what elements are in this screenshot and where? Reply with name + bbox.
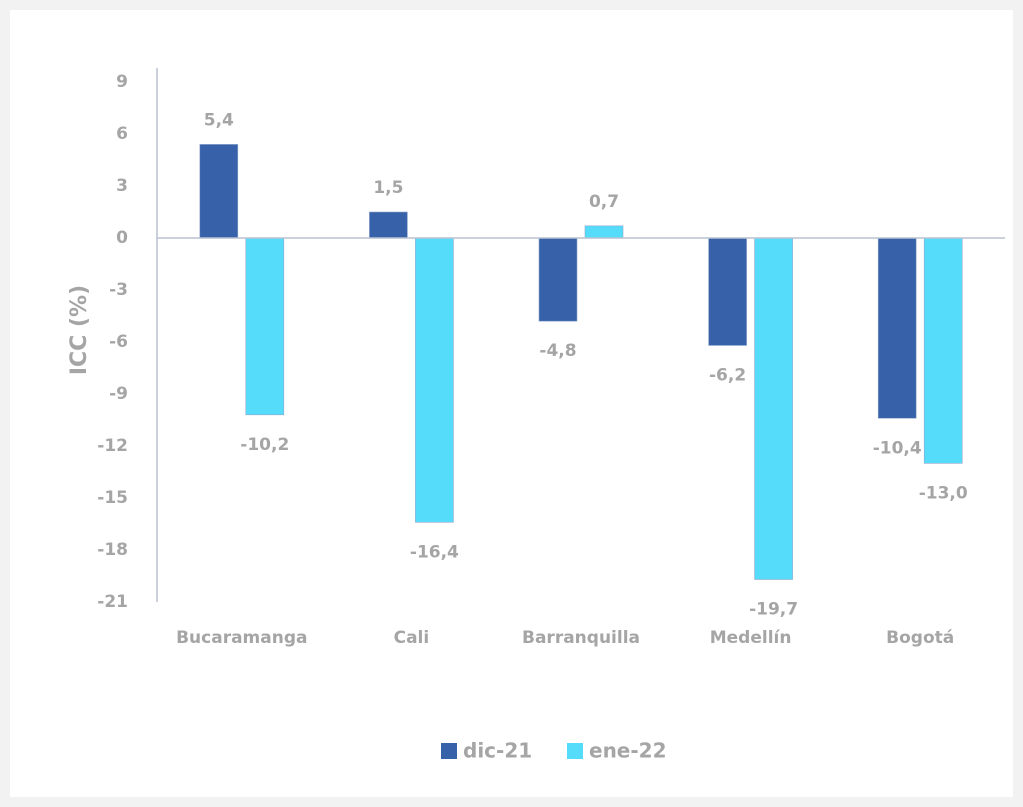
y-tick-label: -15 [97,488,128,508]
y-axis-label: ICC (%) [67,285,92,375]
value-label: -10,4 [873,438,922,458]
bar [754,237,793,580]
value-label: -16,4 [410,542,459,562]
chart-panel [10,10,1013,797]
value-label: -4,8 [539,341,576,361]
x-tick-label: Cali [394,628,430,648]
y-tick-label: 9 [116,72,128,92]
y-tick-label: -18 [97,540,128,560]
value-label: -6,2 [709,365,746,385]
bar [415,237,454,523]
y-tick-label: -3 [109,280,128,300]
bar [708,237,747,346]
bar [538,237,578,322]
y-tick-label: 3 [116,176,128,196]
legend-swatch [441,743,457,759]
x-tick-label: Bogotá [886,628,954,648]
legend-label: dic-21 [463,739,532,763]
bar [584,225,624,239]
x-tick-label: Bucaramanga [176,628,307,648]
y-tick-label: -21 [97,592,128,612]
legend-label: ene-22 [589,739,667,763]
y-tick-label: 6 [116,124,128,144]
legend-swatch [567,743,583,759]
value-label: -10,2 [240,435,289,455]
y-tick-label: -9 [109,384,128,404]
x-tick-label: Barranquilla [522,628,640,648]
bar [245,237,285,416]
value-label: 1,5 [373,178,403,198]
bar [923,237,963,464]
value-label: -13,0 [919,483,968,503]
y-tick-label: 0 [116,228,128,248]
y-tick-label: -12 [97,436,128,456]
value-label: 5,4 [204,110,234,130]
value-label: 0,7 [589,192,619,212]
x-tick-label: Medellín [710,628,792,648]
bar [369,211,408,239]
y-tick-label: -6 [109,332,128,352]
value-label: -19,7 [749,599,798,619]
bar [199,144,239,239]
bar [877,237,917,419]
